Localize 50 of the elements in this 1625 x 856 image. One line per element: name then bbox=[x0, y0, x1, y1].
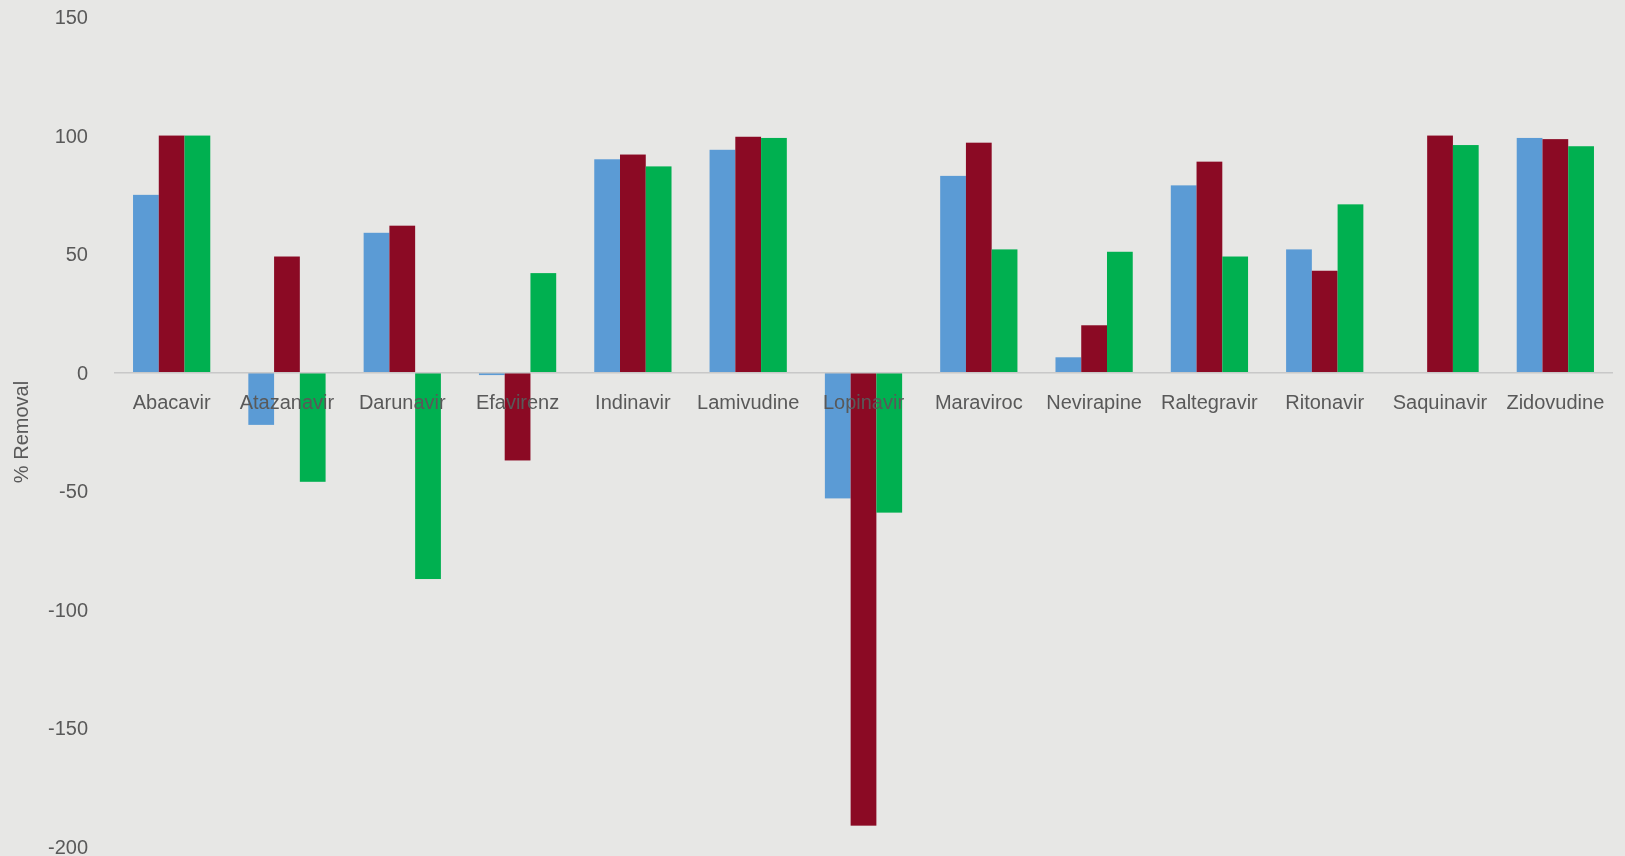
x-tick-label: Indinavir bbox=[595, 390, 672, 413]
bar bbox=[761, 137, 787, 373]
y-tick-label: -150 bbox=[47, 717, 88, 740]
x-tick-label: Lamivudine bbox=[697, 390, 800, 413]
bar bbox=[1055, 357, 1082, 373]
bar bbox=[158, 135, 185, 373]
bar bbox=[1337, 204, 1364, 373]
bar bbox=[1081, 325, 1107, 373]
y-tick-label: -200 bbox=[47, 836, 88, 856]
x-tick-label: Raltegravir bbox=[1161, 390, 1259, 413]
y-tick-label: -50 bbox=[59, 480, 88, 503]
bar bbox=[709, 149, 736, 373]
bar bbox=[735, 136, 762, 373]
x-tick-label: Saquinavir bbox=[1392, 390, 1488, 413]
bar bbox=[1311, 270, 1338, 373]
bar bbox=[133, 194, 159, 373]
bar bbox=[594, 159, 621, 373]
x-tick-label: Zidovudine bbox=[1506, 390, 1605, 413]
bar bbox=[991, 249, 1018, 373]
x-tick-label: Nevirapine bbox=[1046, 390, 1142, 413]
y-tick-label: 0 bbox=[76, 361, 88, 384]
bar bbox=[1516, 137, 1543, 373]
bar bbox=[184, 135, 211, 373]
x-tick-label: Lopinavir bbox=[822, 390, 905, 413]
bar bbox=[274, 256, 300, 373]
bar bbox=[363, 232, 390, 373]
bar bbox=[645, 166, 672, 373]
x-tick-label: Abacavir bbox=[132, 390, 211, 413]
bar bbox=[389, 225, 416, 373]
bar bbox=[1196, 161, 1223, 373]
bar bbox=[530, 273, 557, 373]
bar bbox=[965, 142, 992, 373]
y-axis-title: % Removal bbox=[10, 380, 32, 484]
y-tick-label: 100 bbox=[54, 124, 88, 147]
bar bbox=[620, 154, 646, 373]
bar bbox=[1222, 256, 1249, 373]
bar bbox=[1427, 135, 1453, 373]
y-tick-label: -100 bbox=[47, 598, 88, 621]
x-tick-label: Maraviroc bbox=[934, 390, 1023, 413]
bar bbox=[1170, 185, 1197, 373]
bar bbox=[1286, 249, 1312, 373]
bar bbox=[1568, 146, 1594, 373]
bar bbox=[1106, 251, 1133, 373]
x-tick-label: Atazanavir bbox=[239, 390, 335, 413]
x-tick-label: Ritonavir bbox=[1285, 390, 1365, 413]
bar bbox=[940, 175, 966, 373]
bar bbox=[1542, 139, 1569, 373]
y-tick-label: 50 bbox=[65, 243, 88, 266]
y-tick-label: 150 bbox=[54, 6, 88, 28]
bar bbox=[1452, 145, 1479, 373]
